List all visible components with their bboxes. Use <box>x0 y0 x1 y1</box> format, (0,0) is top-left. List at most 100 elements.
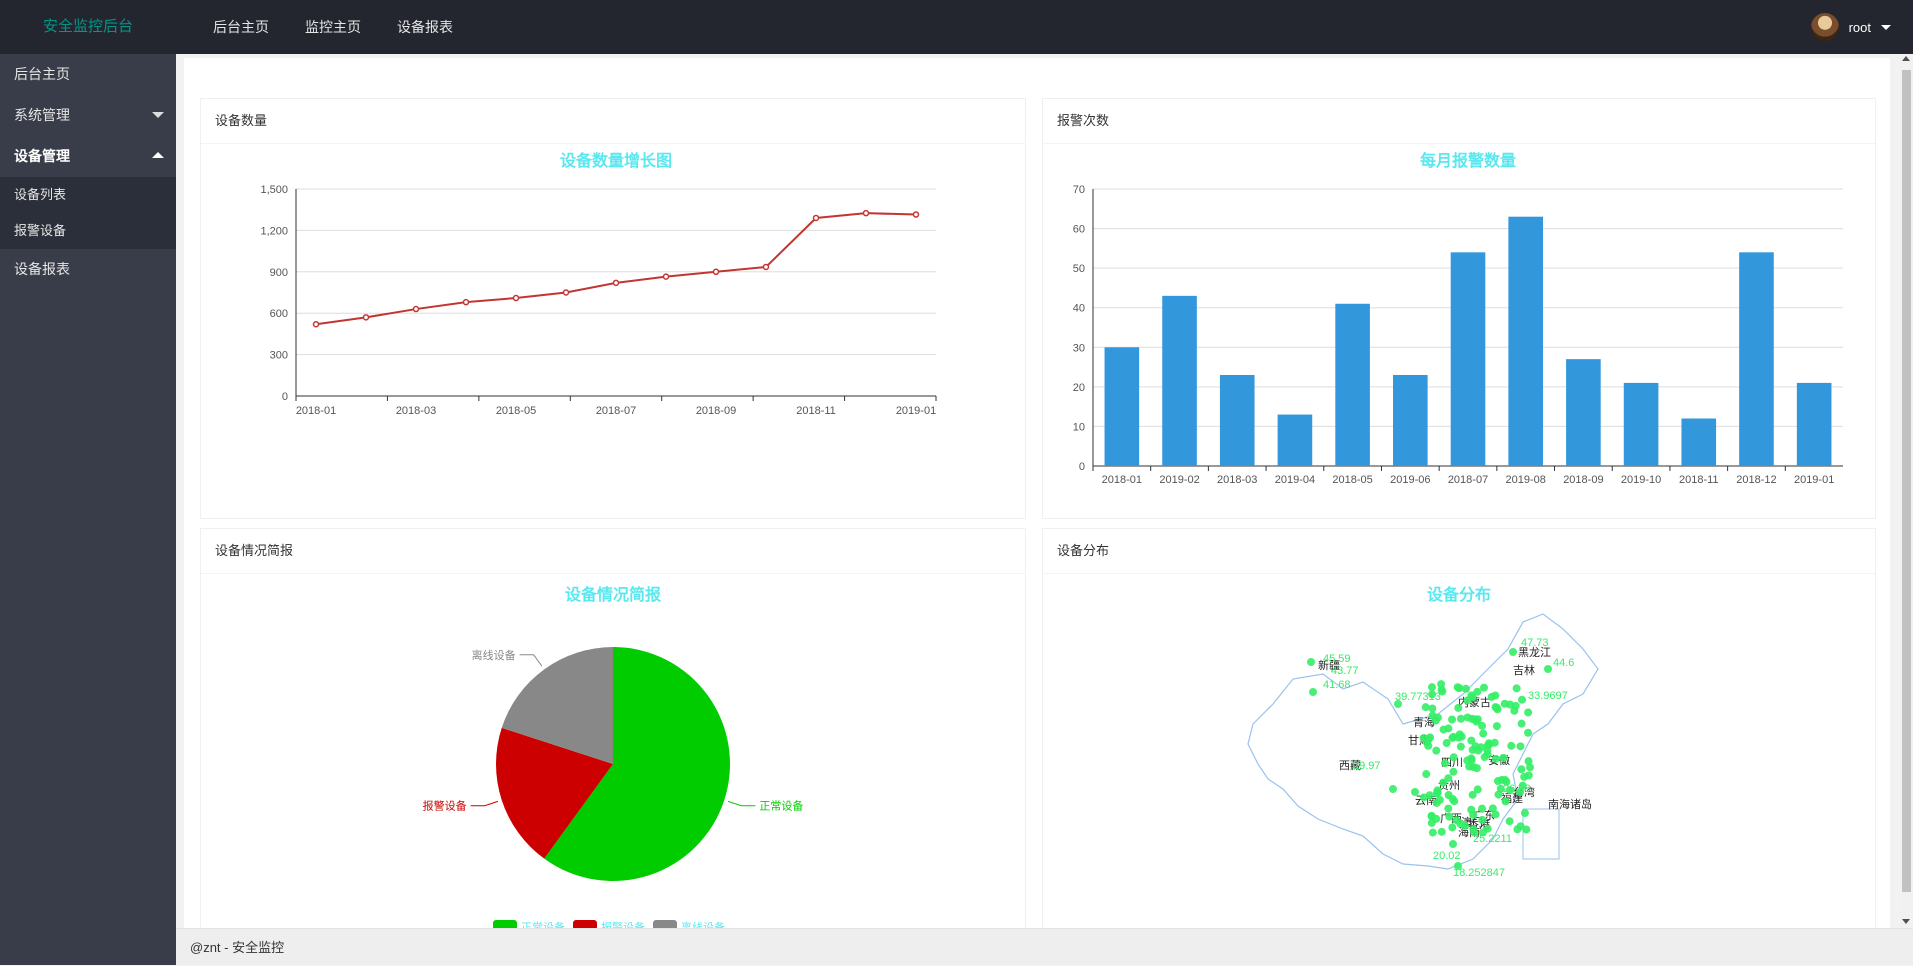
map-point <box>1524 728 1533 737</box>
map-point <box>1445 812 1454 821</box>
map-point <box>1425 791 1434 800</box>
card-alarm-count: 报警次数 每月报警数量 0 10 20 30 40 50 60 70 2018-01 2019-02… <box>1042 98 1876 519</box>
map-point <box>1307 658 1315 666</box>
scrollbar-thumb[interactable] <box>1902 70 1911 892</box>
top-nav-monitor[interactable]: 监控主页 <box>305 19 361 35</box>
map-point <box>1456 714 1465 723</box>
map-point <box>1389 785 1397 793</box>
scroll-down-arrow-icon[interactable] <box>1902 919 1910 924</box>
map-point <box>1496 784 1505 793</box>
sidebar-item-label: 设备管理 <box>14 148 70 164</box>
map-point <box>1428 690 1437 699</box>
map-point <box>1467 691 1476 700</box>
map-point <box>1441 759 1450 768</box>
legend-label: 报警设备 <box>601 920 645 928</box>
region-label: 新疆 <box>1318 658 1340 672</box>
sidebar-item-report[interactable]: 设备报表 <box>0 249 176 290</box>
app-logo-title[interactable]: 安全监控后台 <box>42 18 133 35</box>
map-value-label: 25.2211 <box>1473 833 1512 845</box>
bar <box>1335 303 1370 466</box>
map-point <box>1454 703 1463 712</box>
map-value-label: 47.73 <box>1521 637 1549 649</box>
chevron-up-icon <box>152 152 164 158</box>
map-point <box>1455 684 1464 693</box>
data-point <box>462 298 470 306</box>
scroll-up-arrow-icon[interactable] <box>1902 56 1910 61</box>
sidebar-item-system[interactable]: 系统管理 <box>0 95 176 136</box>
region-label: 西藏 <box>1339 759 1361 772</box>
map-point <box>1483 750 1492 759</box>
map-point <box>1505 817 1514 826</box>
sidebar-item-home[interactable]: 后台主页 <box>0 54 176 95</box>
map-value-label: 43.77 <box>1331 665 1359 677</box>
map-point <box>1478 815 1487 824</box>
x-tick-label: 2019-01 <box>1794 474 1834 486</box>
map-point <box>1394 700 1402 708</box>
sidebar-submenu: 设备列表 报警设备 <box>0 177 176 249</box>
y-tick-label: 900 <box>270 267 288 279</box>
map-point <box>1427 683 1436 692</box>
region-label: 南海诸岛 <box>1548 797 1592 811</box>
top-nav: 后台主页 监控主页 设备报表 <box>195 0 471 54</box>
map-point <box>1484 739 1493 748</box>
map-value-label: 29.97 <box>1353 760 1381 772</box>
map-point <box>1490 738 1499 747</box>
sidebar-item-device[interactable]: 设备管理 <box>0 136 176 177</box>
user-menu[interactable]: root <box>1810 0 1891 54</box>
map-point <box>1473 785 1482 794</box>
data-point <box>662 273 670 280</box>
vertical-scrollbar[interactable] <box>1900 54 1913 928</box>
map-point <box>1432 798 1441 807</box>
pie-slice <box>544 647 730 881</box>
distribution-map: 设备分布新疆西藏青海甘肃内蒙古黑龙江吉林四川云南广西广东海南福建安徽贵州澳门香港… <box>1247 585 1599 879</box>
series-line <box>315 212 917 326</box>
y-tick-label: 40 <box>1073 303 1085 315</box>
top-nav-report[interactable]: 设备报表 <box>397 19 453 35</box>
avatar[interactable] <box>1810 13 1839 41</box>
map-point <box>1493 705 1502 714</box>
line-chart: 设备数量增长图 0 300 600 900 1,200 1,500 2018-01 2018-0… <box>260 151 937 417</box>
x-tick-label: 2019-08 <box>1506 474 1546 486</box>
map-value-label: 44.6 <box>1553 657 1574 669</box>
top-bar: 安全监控后台 后台主页 监控主页 设备报表 root <box>0 0 1913 54</box>
card-device-count: 设备数量 设备数量增长图 0 300 600 900 1,200 1,500 2018-01 2… <box>200 98 1026 519</box>
map-point <box>1428 704 1437 713</box>
sidebar-item-label: 后台主页 <box>14 66 70 82</box>
y-tick-label: 60 <box>1073 224 1085 236</box>
map-value-label: 26.08 <box>1503 783 1531 795</box>
bar <box>1162 295 1197 466</box>
chevron-down-icon[interactable] <box>1881 24 1891 30</box>
slice-label: 离线设备 <box>472 648 516 662</box>
legend-swatch <box>653 920 677 928</box>
top-nav-home[interactable]: 后台主页 <box>213 19 269 35</box>
map-point <box>1516 788 1525 797</box>
card-device-summary: 设备情况简报 设备情况简报正常设备报警设备离线设备正常设备报警设备离线设备 <box>200 528 1026 928</box>
map-point <box>1509 648 1517 656</box>
y-tick-label: 20 <box>1073 382 1085 394</box>
y-tick-label: 10 <box>1073 421 1085 433</box>
data-point <box>912 211 920 218</box>
map-point <box>1492 722 1501 731</box>
x-tick-label: 2018-12 <box>1736 474 1776 486</box>
bar <box>1739 252 1774 466</box>
bar <box>1623 382 1659 466</box>
x-tick-label: 2019-02 <box>1159 474 1199 486</box>
region-label: 吉林 <box>1513 663 1535 677</box>
user-name[interactable]: root <box>1848 19 1871 35</box>
x-tick-label: 2018-05 <box>1332 474 1372 486</box>
map-point <box>1473 687 1482 696</box>
map-value-label: 18.252847 <box>1453 867 1505 879</box>
chart-title: 设备数量增长图 <box>560 151 672 170</box>
sidebar-item-alarm-device[interactable]: 报警设备 <box>0 213 176 249</box>
map-point <box>1454 862 1462 870</box>
card-header: 设备分布 <box>1043 529 1875 574</box>
map-point <box>1517 765 1526 774</box>
map-point <box>1479 683 1488 692</box>
map-point <box>1437 680 1446 689</box>
bar <box>1219 374 1255 466</box>
map-point <box>1449 840 1457 848</box>
bar <box>1508 216 1543 466</box>
sidebar-item-device-list[interactable]: 设备列表 <box>0 177 176 213</box>
pie-slice <box>501 647 613 764</box>
map-point <box>1432 746 1441 755</box>
